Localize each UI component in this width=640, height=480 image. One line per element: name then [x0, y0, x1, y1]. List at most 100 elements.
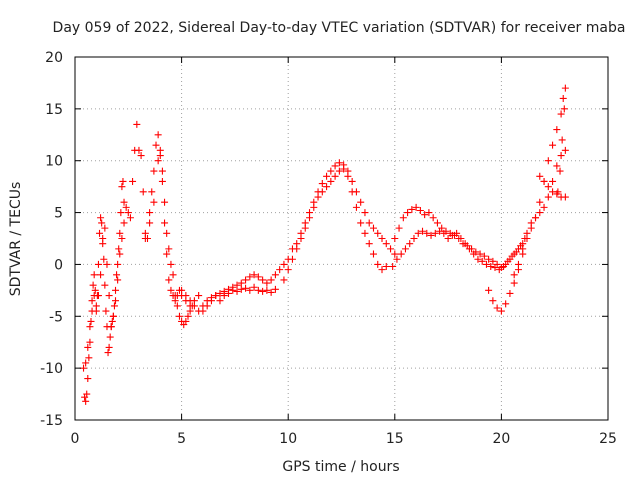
data-point [126, 214, 134, 222]
data-point [107, 323, 115, 331]
y-tick-label: -10 [40, 361, 63, 377]
data-point [129, 177, 137, 185]
data-point [465, 245, 473, 253]
axis-ticks: 0 5 10 15 20 25 -15 -10 -5 0 5 10 15 20 [40, 50, 617, 447]
data-point [233, 287, 241, 295]
data-point [254, 286, 262, 294]
data-point [242, 284, 250, 292]
data-point [421, 211, 429, 219]
y-axis-label: SDTVAR / TECUs [8, 182, 24, 297]
x-tick-label: 5 [177, 431, 186, 447]
data-point [101, 281, 109, 289]
data-point [433, 219, 441, 227]
data-point [423, 229, 431, 237]
data-point [225, 285, 233, 293]
data-point [556, 167, 564, 175]
data-point [457, 235, 465, 242]
data-point [508, 252, 516, 260]
data-point [348, 188, 356, 196]
data-point [90, 271, 98, 279]
data-point [414, 229, 422, 237]
data-point [536, 209, 544, 217]
data-point [135, 146, 143, 154]
data-point [382, 263, 390, 271]
data-point [122, 203, 130, 211]
data-point [88, 297, 96, 305]
series-3 [141, 152, 279, 315]
data-point [154, 157, 162, 165]
data-point [401, 245, 409, 253]
data-point [470, 250, 478, 258]
series-1 [81, 177, 128, 405]
data-point [106, 333, 114, 341]
data-point [199, 302, 207, 310]
data-point [101, 224, 109, 232]
y-tick-label: 5 [54, 206, 63, 222]
chart-title: Day 059 of 2022, Sidereal Day-to-day VTE… [53, 20, 626, 36]
data-point [461, 240, 469, 248]
data-point [182, 317, 190, 325]
data-point [374, 229, 382, 237]
data-point [427, 231, 435, 239]
series-4 [178, 159, 399, 315]
data-point [186, 297, 194, 305]
data-point [448, 231, 456, 239]
data-point [500, 263, 508, 271]
data-point [560, 105, 568, 113]
data-point [97, 214, 105, 222]
data-point [408, 205, 416, 213]
data-point [487, 263, 495, 271]
data-point [156, 152, 164, 160]
data-point [549, 177, 557, 185]
data-point [365, 240, 373, 248]
data-point [165, 276, 173, 284]
data-point [352, 203, 360, 211]
data-point [112, 286, 120, 294]
data-point [154, 131, 162, 139]
data-point [558, 136, 566, 144]
data-point [378, 266, 386, 274]
data-point [150, 198, 158, 206]
data-point [139, 188, 147, 196]
data-point [314, 193, 322, 201]
data-point [410, 235, 418, 242]
data-point [280, 276, 288, 284]
data-point [280, 260, 288, 268]
data-point [105, 343, 113, 351]
data-point [116, 229, 124, 237]
data-point [544, 157, 552, 165]
x-tick-label: 15 [386, 431, 404, 447]
data-point [502, 300, 510, 308]
data-point [397, 250, 405, 258]
data-point [557, 110, 565, 118]
data-point [83, 390, 91, 398]
data-point [331, 162, 339, 170]
data-point [489, 297, 497, 305]
data-point [504, 257, 512, 265]
data-point [429, 214, 437, 222]
y-tick-label: 20 [45, 50, 63, 66]
series-10 [536, 172, 569, 201]
data-point [161, 219, 169, 227]
data-point [378, 235, 386, 242]
data-point [412, 203, 420, 211]
data-point [94, 292, 102, 300]
data-point [163, 229, 171, 237]
data-point [161, 198, 169, 206]
data-point [348, 177, 356, 185]
data-point [169, 271, 177, 279]
data-point [419, 227, 427, 235]
data-point [212, 292, 220, 300]
data-point [357, 198, 365, 206]
data-point [203, 297, 211, 305]
y-tick-label: 0 [54, 257, 63, 273]
data-point [549, 141, 557, 149]
data-point [158, 167, 166, 175]
data-point [369, 250, 377, 258]
data-point [540, 177, 548, 185]
data-point [271, 271, 279, 279]
data-point [108, 317, 116, 325]
data-point [113, 271, 121, 279]
data-point [163, 250, 171, 258]
